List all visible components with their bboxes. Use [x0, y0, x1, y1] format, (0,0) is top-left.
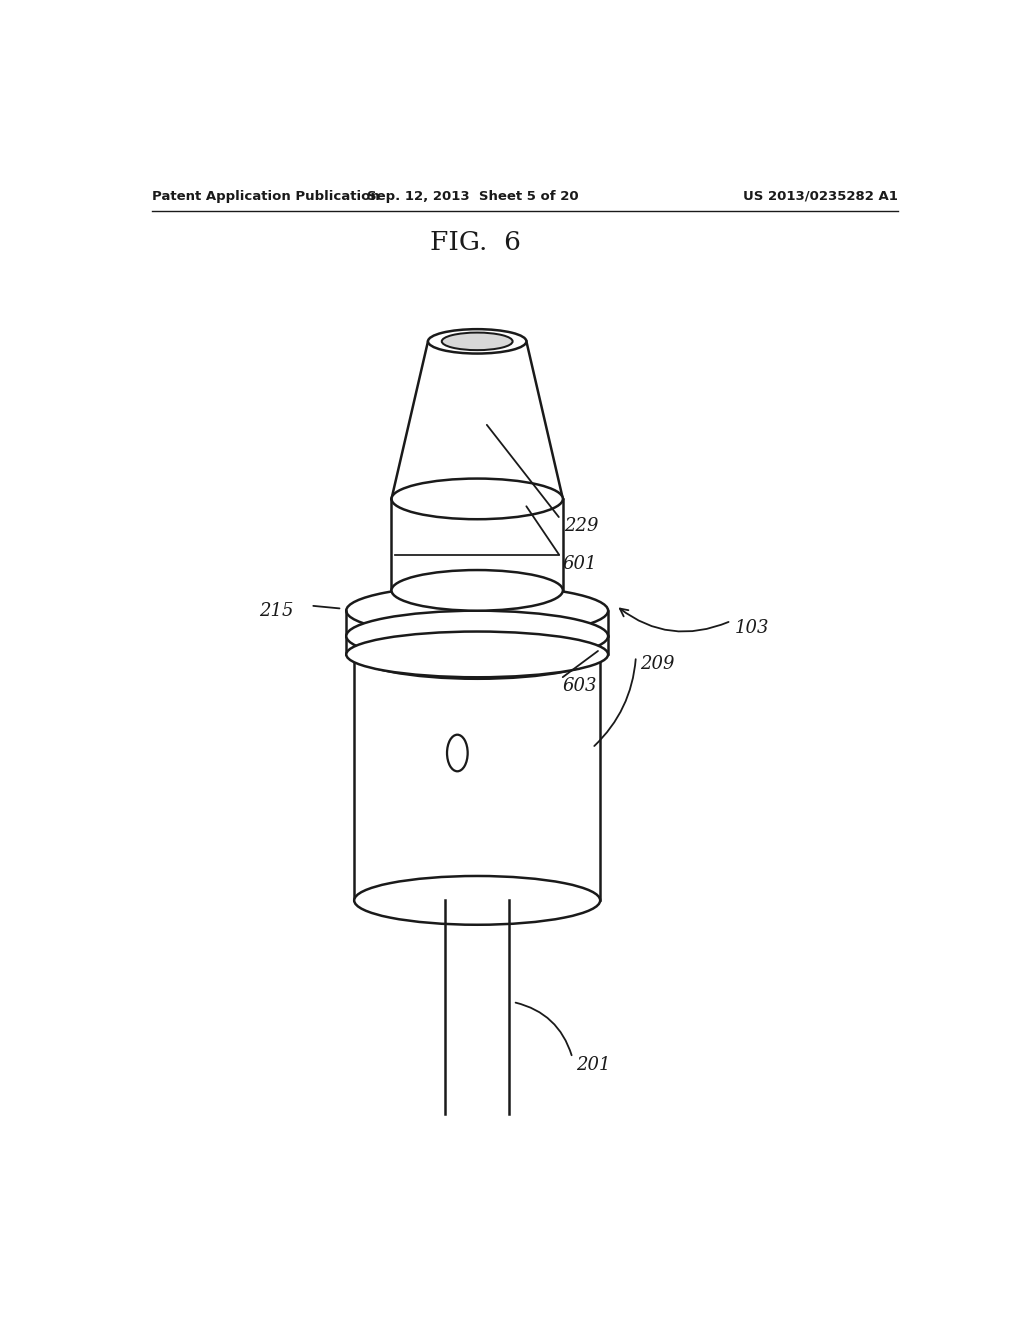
Text: 201: 201 — [577, 1056, 611, 1074]
Text: Sep. 12, 2013  Sheet 5 of 20: Sep. 12, 2013 Sheet 5 of 20 — [368, 190, 579, 202]
Ellipse shape — [354, 876, 600, 925]
Text: 209: 209 — [640, 655, 675, 673]
Ellipse shape — [354, 630, 600, 678]
Ellipse shape — [391, 570, 563, 611]
Text: US 2013/0235282 A1: US 2013/0235282 A1 — [743, 190, 898, 202]
Ellipse shape — [346, 631, 608, 677]
Text: 601: 601 — [563, 554, 597, 573]
Polygon shape — [391, 342, 563, 499]
Ellipse shape — [346, 585, 608, 636]
Text: 215: 215 — [259, 602, 294, 619]
Polygon shape — [445, 900, 509, 1114]
Text: Patent Application Publication: Patent Application Publication — [152, 190, 380, 202]
Polygon shape — [391, 499, 563, 590]
Text: FIG.  6: FIG. 6 — [430, 230, 520, 255]
Text: 603: 603 — [563, 677, 597, 694]
Ellipse shape — [391, 479, 563, 519]
Text: 229: 229 — [564, 517, 599, 536]
Polygon shape — [354, 655, 600, 900]
Ellipse shape — [447, 735, 468, 771]
Ellipse shape — [346, 611, 608, 661]
Ellipse shape — [441, 333, 513, 350]
Text: 103: 103 — [735, 619, 770, 638]
Polygon shape — [346, 611, 608, 636]
Ellipse shape — [428, 329, 526, 354]
